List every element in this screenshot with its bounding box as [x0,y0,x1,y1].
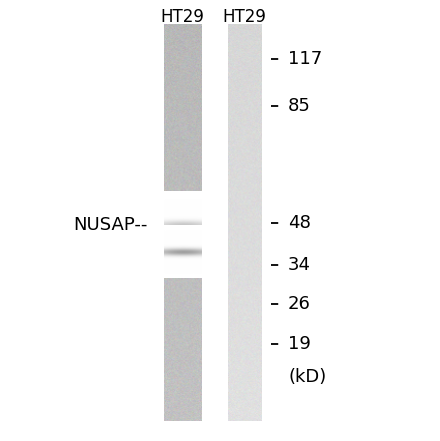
Text: (kD): (kD) [288,368,326,386]
Text: 117: 117 [288,50,322,67]
Text: 34: 34 [288,256,311,273]
Text: NUSAP--: NUSAP-- [73,216,147,234]
Text: 26: 26 [288,295,311,313]
Text: HT29: HT29 [161,8,205,26]
Text: 48: 48 [288,214,311,232]
Text: HT29: HT29 [222,8,266,26]
Text: 19: 19 [288,335,311,353]
Text: 85: 85 [288,97,311,115]
